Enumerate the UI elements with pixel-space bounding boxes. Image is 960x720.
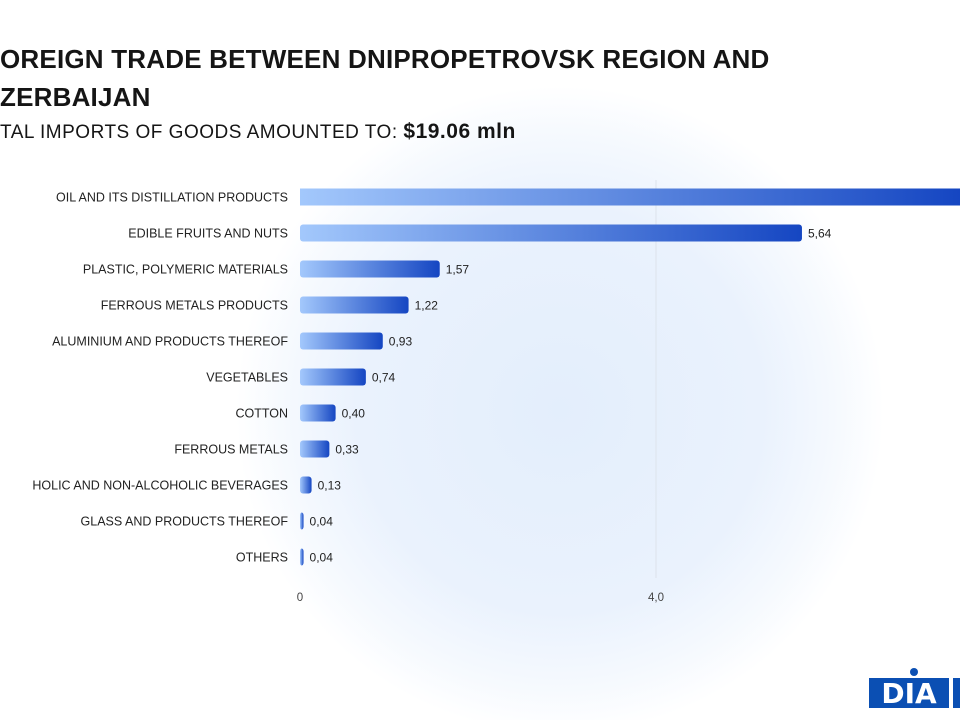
bar <box>300 224 802 242</box>
category-label: COTTON <box>235 407 288 421</box>
bar <box>300 332 383 350</box>
category-label: GLASS AND PRODUCTS THEREOF <box>81 515 289 529</box>
data-label: 1,22 <box>415 299 439 313</box>
data-label: 5,64 <box>808 227 832 241</box>
x-tick-label: 4,0 <box>648 592 664 604</box>
subtitle-value: $19.06 mln <box>403 120 516 143</box>
data-label: 1,57 <box>446 263 470 277</box>
bar <box>300 368 366 386</box>
category-label: FERROUS METALS PRODUCTS <box>101 299 288 313</box>
x-tick-label: 0 <box>297 592 303 604</box>
data-label: 0,40 <box>342 407 366 421</box>
svg-text:DIA: DIA <box>881 677 937 708</box>
category-label: ALUMINIUM AND PRODUCTS THEREOF <box>52 335 288 349</box>
category-label: PLASTIC, POLYMERIC MATERIALS <box>83 263 288 277</box>
category-label: HOLIC AND NON-ALCOHOLIC BEVERAGES <box>32 479 288 493</box>
category-label: FERROUS METALS <box>174 443 288 457</box>
data-label: 0,33 <box>335 443 359 457</box>
category-label: OTHERS <box>236 551 288 565</box>
bar <box>300 260 440 278</box>
chart-subtitle: TAL IMPORTS OF GOODS AMOUNTED TO: $19.06… <box>0 120 516 144</box>
chart-title: OREIGN TRADE BETWEEN DNIPROPETROVSK REGI… <box>0 40 960 116</box>
category-label: VEGETABLES <box>206 371 288 385</box>
bar <box>300 476 312 494</box>
subtitle-prefix: TAL IMPORTS OF GOODS AMOUNTED TO: <box>0 122 398 143</box>
bar <box>300 296 409 314</box>
data-label: 0,04 <box>310 551 334 565</box>
data-label: 0,93 <box>389 335 413 349</box>
title-line-2: ZERBAIJAN <box>0 82 151 112</box>
title-line-1: OREIGN TRADE BETWEEN DNIPROPETROVSK REGI… <box>0 44 770 74</box>
data-label: 0,74 <box>372 371 396 385</box>
category-label: EDIBLE FRUITS AND NUTS <box>128 227 288 241</box>
bar <box>300 404 336 422</box>
data-label: 0,04 <box>310 515 334 529</box>
bar <box>300 440 330 458</box>
data-label: 0,13 <box>318 479 342 493</box>
bar <box>300 548 304 566</box>
bar <box>300 188 960 206</box>
category-label: OIL AND ITS DISTILLATION PRODUCTS <box>56 191 288 205</box>
dia-logo: DIA <box>869 668 960 708</box>
bar <box>300 512 304 530</box>
